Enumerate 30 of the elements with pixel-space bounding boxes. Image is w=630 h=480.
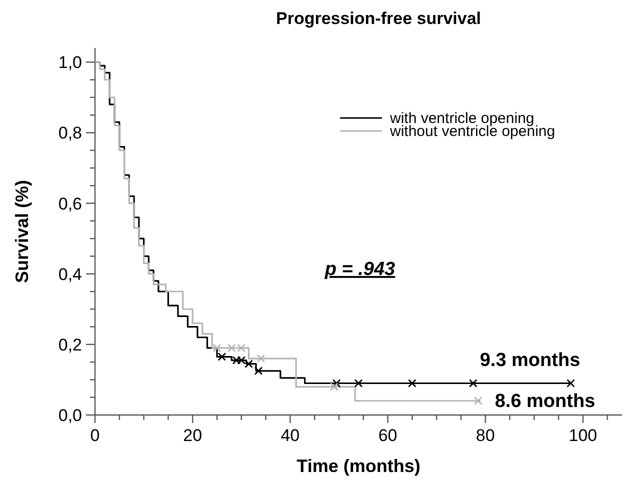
y-tick-label: 0,4 xyxy=(58,264,82,284)
y-axis-title: Survival (%) xyxy=(12,180,32,284)
y-tick-label: 0,6 xyxy=(58,194,82,214)
point xyxy=(256,354,266,363)
annotation: p = .943 xyxy=(324,259,396,280)
annotation: 9.3 months xyxy=(480,350,580,371)
point xyxy=(566,379,575,388)
y-tick-label: 0,8 xyxy=(58,124,82,143)
point xyxy=(408,379,416,388)
x-tick-label: 0 xyxy=(90,426,100,445)
x-tick-label: 40 xyxy=(280,426,300,445)
point xyxy=(212,344,222,352)
x-tick-label: 60 xyxy=(378,426,398,445)
point xyxy=(332,379,341,388)
point xyxy=(330,382,338,391)
y-tick-label: 1,0 xyxy=(58,53,82,72)
point xyxy=(244,360,253,368)
annotation: 8.6 months xyxy=(494,391,596,412)
point xyxy=(474,396,482,406)
point xyxy=(218,352,226,361)
chart-title: Progression-free survival xyxy=(276,9,482,28)
x-tick-label: 80 xyxy=(476,426,495,445)
x-axis-title: Time (months) xyxy=(296,456,420,476)
y-tick-label: 0,2 xyxy=(58,335,82,354)
x-tick-label: 100 xyxy=(568,426,598,445)
y-tick-label: 0,0 xyxy=(58,406,82,425)
point xyxy=(254,366,263,376)
point xyxy=(354,379,363,388)
x-tick-label: 20 xyxy=(183,426,202,445)
point xyxy=(468,379,478,388)
